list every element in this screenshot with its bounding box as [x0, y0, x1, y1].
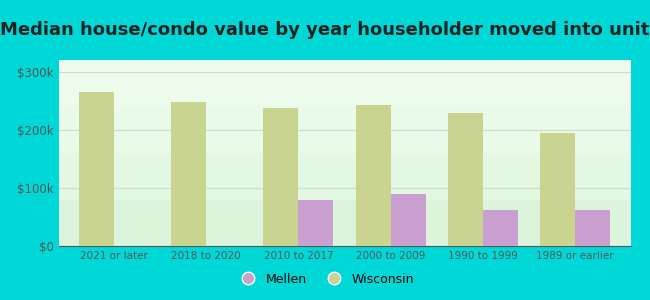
Legend: Mellen, Wisconsin: Mellen, Wisconsin: [231, 268, 419, 291]
Text: Median house/condo value by year householder moved into unit: Median house/condo value by year househo…: [0, 21, 650, 39]
Bar: [448, 113, 483, 246]
Bar: [58, 60, 630, 106]
Bar: [58, 153, 630, 200]
Bar: [58, 200, 630, 246]
Bar: [263, 108, 298, 246]
Bar: [79, 92, 114, 246]
Bar: [575, 210, 610, 246]
Bar: [298, 200, 333, 246]
Bar: [483, 210, 518, 246]
Bar: [540, 133, 575, 246]
Bar: [171, 102, 206, 246]
Bar: [356, 105, 391, 246]
Bar: [58, 106, 630, 153]
Bar: [391, 194, 426, 246]
